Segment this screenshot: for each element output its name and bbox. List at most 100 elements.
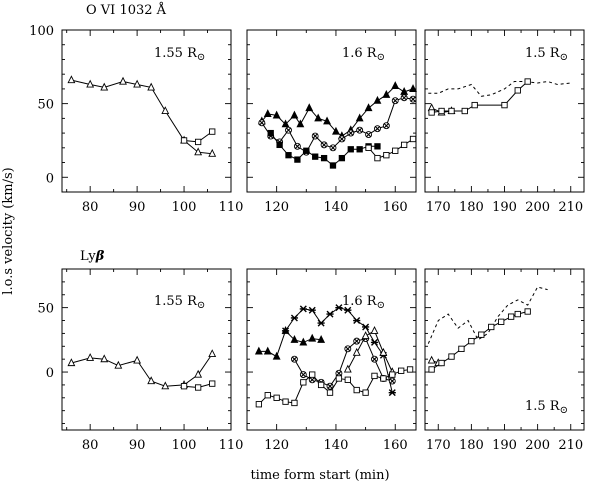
data-point-1-0-1 xyxy=(263,109,272,117)
data-point-5-2-0 xyxy=(428,366,435,373)
x-tick-label-5: 210 xyxy=(558,438,583,453)
data-point-1-1-7 xyxy=(320,141,328,149)
data-point-4-1-3 xyxy=(308,306,316,314)
data-point-4-4-11 xyxy=(353,386,360,394)
data-point-4-4-12 xyxy=(362,389,369,396)
data-point-4-2-1 xyxy=(299,371,307,379)
data-point-1-1-14 xyxy=(382,122,390,130)
x-tick-label-0: 100 xyxy=(172,200,197,215)
panel-annotation-sub-4: ⊙ xyxy=(377,300,385,311)
data-point-3-0-6 xyxy=(161,381,170,390)
data-point-0-0-5 xyxy=(147,82,156,91)
data-point-3-0-4 xyxy=(133,355,142,364)
data-point-1-1-16-cross xyxy=(401,94,407,101)
data-point-1-1-10 xyxy=(347,129,355,137)
data-point-2-2-2 xyxy=(448,107,455,115)
data-point-4-4-10 xyxy=(344,376,351,383)
series-line-2-0 xyxy=(428,80,571,97)
data-point-1-1-9-cross xyxy=(339,136,345,142)
data-point-4-4-16 xyxy=(398,367,405,374)
panel-bottom-1-frame xyxy=(61,268,232,431)
data-point-4-4-2 xyxy=(273,394,280,401)
data-point-4-1-2 xyxy=(299,305,307,313)
data-point-1-0-5 xyxy=(296,119,305,128)
data-point-4-0-2 xyxy=(272,351,281,360)
y-tick-label-0: 100 xyxy=(29,24,54,39)
title-bottom: Lyβ xyxy=(80,249,105,264)
data-point-4-2-0 xyxy=(290,355,298,363)
title-top: O VI 1032 Å xyxy=(86,2,167,18)
data-point-1-0-2 xyxy=(272,110,281,119)
data-point-4-2-4 xyxy=(326,382,334,390)
data-point-5-2-2 xyxy=(448,353,455,360)
x-tick-label-3: 100 xyxy=(172,438,197,453)
data-point-0-0-0 xyxy=(67,75,76,84)
data-point-4-2-7-cross xyxy=(353,338,360,344)
panel-top-2-frame xyxy=(246,29,417,193)
data-point-5-2-3 xyxy=(458,345,465,353)
panel-annotation-sub-5: ⊙ xyxy=(560,405,568,416)
data-point-1-0-16 xyxy=(391,81,400,90)
data-point-3-0-2 xyxy=(100,354,109,363)
data-point-0-0-9 xyxy=(208,148,217,157)
x-tick-label-3: 110 xyxy=(219,438,244,453)
data-point-1-1-16 xyxy=(400,94,408,102)
x-tick-label-2: 170 xyxy=(426,200,451,215)
data-point-1-1-14-cross xyxy=(383,122,390,129)
data-point-3-0-9 xyxy=(208,349,217,358)
panel-annotation-text-2: 1.5 R xyxy=(525,46,561,61)
data-point-4-4-0 xyxy=(255,401,263,408)
panel-bottom-1: 80 90 100 110 0 50 1.55 R⊙ xyxy=(37,268,244,453)
panel-top-3: 170 180 190 200 210 1.5 R⊙ xyxy=(424,29,585,215)
data-point-5-2-1 xyxy=(438,359,445,367)
data-point-1-0-6 xyxy=(305,103,314,112)
data-point-4-2-11 xyxy=(388,377,396,385)
x-tick-label-5: 200 xyxy=(525,438,550,453)
series-line-1-0 xyxy=(261,85,414,137)
data-point-1-2-6 xyxy=(320,154,328,162)
panel-annotation-sub-1: ⊙ xyxy=(377,52,385,63)
x-tick-label-3: 90 xyxy=(129,438,146,453)
data-point-5-2-6 xyxy=(488,323,495,331)
panel-annotation-sub-0: ⊙ xyxy=(197,52,205,63)
panel-annotation-text-0: 1.55 R xyxy=(154,46,198,61)
data-point-1-1-7-cross xyxy=(321,142,327,148)
data-point-0-1-1 xyxy=(194,138,202,146)
data-point-4-1-0 xyxy=(281,327,290,335)
panel-annotation-sub-2: ⊙ xyxy=(560,52,568,63)
data-point-4-1-4 xyxy=(317,319,325,327)
panel-bottom-2-frame xyxy=(246,268,417,431)
data-point-1-1-6-cross xyxy=(312,133,318,139)
panel-annotation-text-3: 1.55 R xyxy=(154,294,198,309)
data-point-2-2-6 xyxy=(514,87,521,94)
data-point-1-3-1 xyxy=(374,154,381,162)
data-point-1-1-15 xyxy=(391,97,399,105)
data-point-1-1-13 xyxy=(374,125,381,133)
data-point-4-2-0-cross xyxy=(291,356,298,362)
data-point-4-2-2-cross xyxy=(309,376,316,383)
data-point-3-0-5 xyxy=(147,376,156,385)
data-point-1-1-6 xyxy=(311,132,319,140)
data-point-2-2-7 xyxy=(524,78,531,85)
series-line-2-2 xyxy=(431,81,529,113)
data-point-2-2-1 xyxy=(438,107,445,115)
data-point-4-4-7 xyxy=(317,381,325,389)
panel-annotation-5: 1.5 R⊙ xyxy=(525,399,568,416)
panel-annotation-4: 1.6 R⊙ xyxy=(342,294,385,311)
x-tick-label-4: 160 xyxy=(383,438,408,453)
data-point-4-0-1 xyxy=(263,346,272,355)
data-point-4-2-4-cross xyxy=(327,383,333,389)
x-tick-label-2: 200 xyxy=(525,200,550,215)
panel-annotation-2: 1.5 R⊙ xyxy=(525,46,568,63)
data-point-4-4-6 xyxy=(309,371,316,378)
data-point-0-0-6 xyxy=(161,106,170,115)
data-point-1-0-13 xyxy=(364,103,373,112)
data-point-1-0-18 xyxy=(409,84,417,92)
data-point-0-1-0 xyxy=(180,137,188,144)
data-point-2-2-0 xyxy=(428,109,435,116)
panel-bottom-2: 120 140 160 1.6 R⊙ xyxy=(246,268,417,453)
data-point-2-2-3 xyxy=(461,107,468,115)
data-point-1-1-15-cross xyxy=(392,97,399,104)
data-point-1-2-8 xyxy=(338,154,346,162)
